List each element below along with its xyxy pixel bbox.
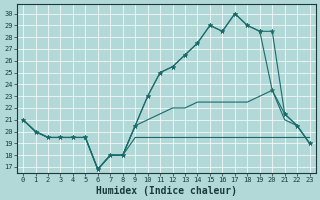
X-axis label: Humidex (Indice chaleur): Humidex (Indice chaleur)	[96, 186, 237, 196]
